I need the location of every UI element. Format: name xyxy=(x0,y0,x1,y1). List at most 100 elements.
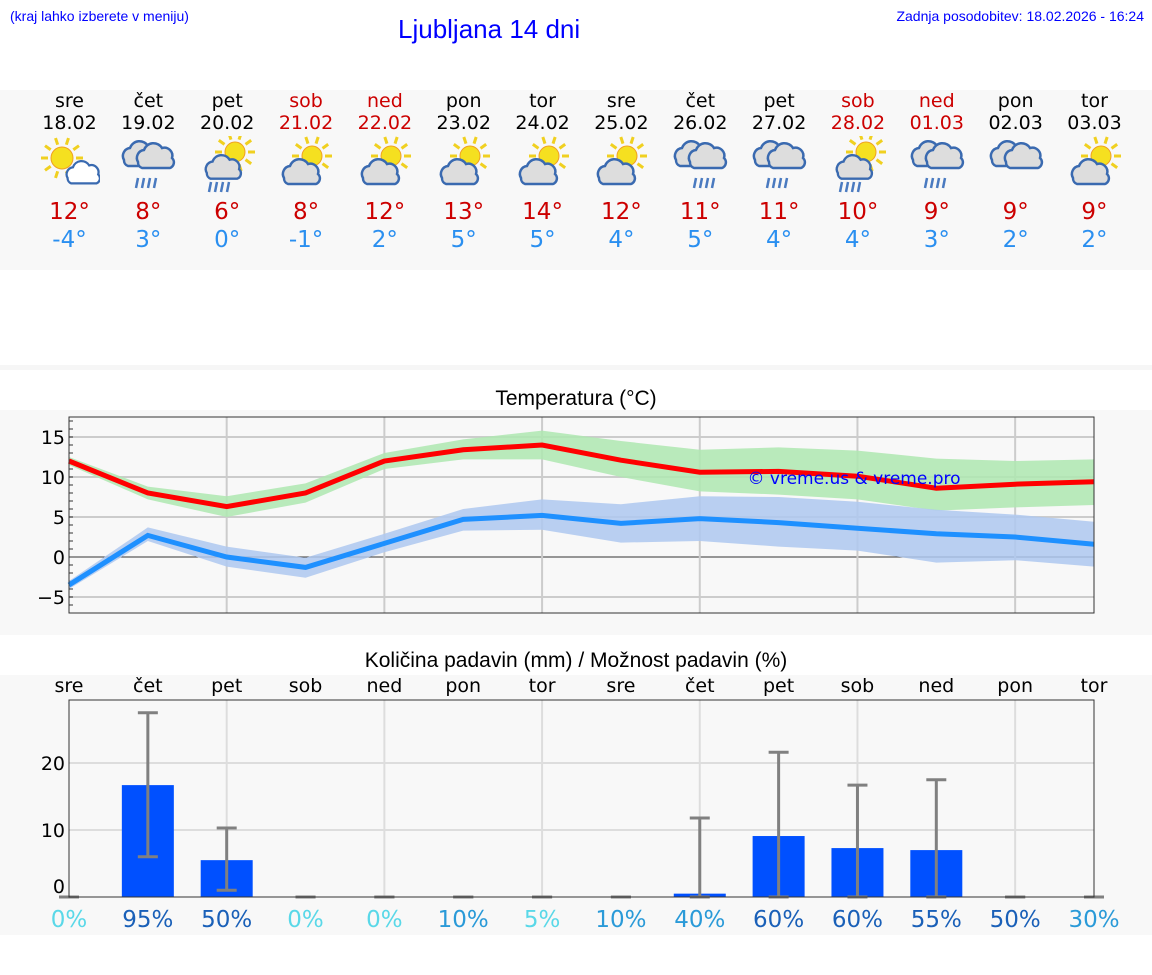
day-date: 26.02 xyxy=(673,112,728,134)
precip-probability: 50% xyxy=(201,907,252,933)
day-name: pet xyxy=(211,90,243,112)
y-tick-label: 10 xyxy=(41,467,65,489)
day-column: ned 22.02 12° 2° xyxy=(345,90,424,254)
max-temp: 10° xyxy=(837,199,879,225)
precip-probability: 40% xyxy=(674,907,725,933)
partly-cloudy-icon xyxy=(1070,136,1121,186)
divider xyxy=(0,365,1152,370)
day-name: tor xyxy=(1081,90,1108,112)
day-date: 25.02 xyxy=(594,112,649,134)
sun-cloud-rain-icon xyxy=(835,136,886,193)
precipitation-chart-title: Količina padavin (mm) / Možnost padavin … xyxy=(364,649,788,672)
max-temp: 9° xyxy=(923,199,950,225)
day-name: sre xyxy=(606,90,636,112)
day-name: sob xyxy=(841,90,875,112)
y-tick-label: 20 xyxy=(41,753,65,775)
y-tick-label: 5 xyxy=(53,507,65,529)
x-category-label: sre xyxy=(55,675,84,697)
min-temp: 5° xyxy=(450,227,477,253)
max-temp: 9° xyxy=(1002,199,1029,225)
day-date: 02.03 xyxy=(988,112,1043,134)
day-name: tor xyxy=(529,90,556,112)
max-temp: 11° xyxy=(679,199,721,225)
min-temp: 2° xyxy=(1081,227,1108,253)
day-date: 03.03 xyxy=(1067,112,1122,134)
page-title: Ljubljana 14 dni xyxy=(398,14,581,44)
day-column: sob 21.02 8° -1° xyxy=(267,90,346,254)
max-temp-range-band xyxy=(69,430,1094,517)
max-temp: 8° xyxy=(292,199,320,225)
day-column: pon 23.02 13° 5° xyxy=(424,90,503,254)
day-column: tor 03.03 9° 2° xyxy=(1055,90,1134,254)
min-temp: 0° xyxy=(214,227,241,253)
precip-probability: 10% xyxy=(595,907,646,933)
precip-probability: 60% xyxy=(832,907,883,933)
y-tick-label: 10 xyxy=(41,820,65,842)
precip-probability: 95% xyxy=(122,907,173,933)
max-temp: 8° xyxy=(135,199,162,225)
day-name: čet xyxy=(133,90,164,112)
day-date: 21.02 xyxy=(278,112,334,134)
min-temp: 3° xyxy=(923,227,950,253)
location-hint: (kraj lahko izberete v meniju) xyxy=(10,8,189,24)
day-name: ned xyxy=(918,90,955,112)
max-temp: 12° xyxy=(49,199,90,225)
max-temp: 12° xyxy=(601,199,642,225)
temperature-chart-title: Temperatura (°C) xyxy=(495,387,657,410)
max-temp-line xyxy=(68,442,1095,510)
y-tick-label: 0 xyxy=(53,876,65,898)
day-name: pon xyxy=(445,90,482,112)
max-temp: 12° xyxy=(364,199,406,225)
min-temp: 4° xyxy=(766,227,793,253)
max-temp: 14° xyxy=(522,199,563,225)
y-tick-label: 0 xyxy=(53,547,65,569)
min-temp: 2° xyxy=(371,227,398,253)
y-tick-label: 15 xyxy=(41,427,65,449)
day-date: 22.02 xyxy=(357,112,413,134)
day-date: 28.02 xyxy=(830,112,886,134)
precip-probability: 0% xyxy=(287,907,324,933)
precip-probability: 55% xyxy=(911,907,962,933)
min-temp: 3° xyxy=(135,227,162,253)
cloud-light-rain-icon xyxy=(673,139,728,189)
x-category-label: ned xyxy=(918,675,954,697)
min-temp: 4° xyxy=(844,227,872,253)
daily-forecast-strip: sre 18.02 12° -4° čet 19.02 8° 3° pet 20.0… xyxy=(0,90,1152,270)
day-column: čet 19.02 8° 3° xyxy=(109,90,188,254)
min-temp: 2° xyxy=(1002,227,1029,253)
sun-cloud-rain-icon xyxy=(204,136,256,193)
x-category-label: pon xyxy=(445,675,481,697)
last-updated: Zadnja posodobitev: 18.02.2026 - 16:24 xyxy=(896,8,1144,24)
x-category-label: sre xyxy=(606,675,635,697)
day-date: 19.02 xyxy=(121,112,176,134)
x-category-label: čet xyxy=(133,675,163,697)
x-category-label: pon xyxy=(997,675,1033,697)
max-temp: 6° xyxy=(214,199,241,225)
x-category-label: pet xyxy=(211,675,242,697)
day-name: pon xyxy=(997,90,1034,112)
partly-cloudy-icon xyxy=(360,136,411,186)
partly-cloudy-icon xyxy=(439,136,490,186)
day-column: ned 01.03 9° 3° xyxy=(897,90,976,254)
cloud-rain-icon xyxy=(752,139,807,189)
min-temp: 5° xyxy=(529,227,556,253)
x-category-label: sob xyxy=(841,675,875,697)
min-temp: 5° xyxy=(687,227,714,253)
min-temp: -4° xyxy=(52,227,87,253)
precip-probability: 10% xyxy=(438,907,489,933)
min-temp: -1° xyxy=(288,227,324,253)
temperature-plot-frame xyxy=(68,416,1095,614)
precip-probability: 60% xyxy=(753,907,804,933)
y-tick-label: −5 xyxy=(37,587,65,609)
day-column: pon 02.03 9° 2° xyxy=(976,90,1055,254)
cloud-rain-icon xyxy=(122,139,176,189)
day-date: 20.02 xyxy=(199,112,255,134)
precip-probability: 5% xyxy=(524,907,561,933)
precip-probability: 0% xyxy=(366,907,403,933)
min-temp: 4° xyxy=(608,227,635,253)
day-column: tor 24.02 14° 5° xyxy=(503,90,582,254)
day-date: 24.02 xyxy=(515,112,570,134)
day-column: sre 18.02 12° -4° xyxy=(30,90,109,254)
x-category-label: tor xyxy=(529,675,556,697)
